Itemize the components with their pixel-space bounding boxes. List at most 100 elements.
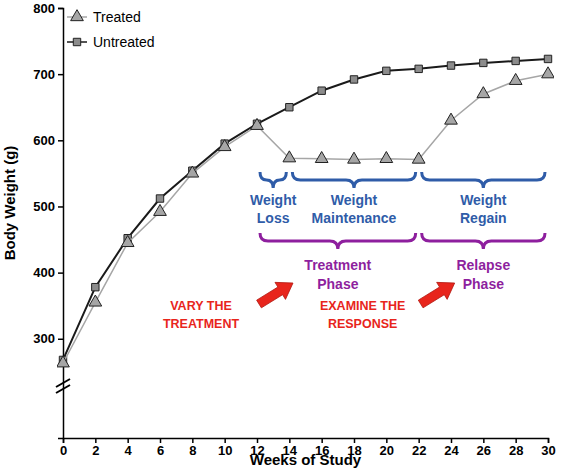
x-tick: 22 <box>412 438 426 458</box>
series-marker <box>218 140 231 151</box>
x-tick-label: 0 <box>60 443 67 458</box>
series-marker <box>286 104 293 111</box>
phase-label: Regain <box>460 210 507 226</box>
phase-group-label: Treatment <box>304 257 371 273</box>
callout-arrow <box>418 282 454 307</box>
series-line <box>63 59 548 360</box>
series-marker <box>380 151 393 162</box>
y-tick-mark <box>58 74 63 76</box>
x-tick-label: 28 <box>509 443 523 458</box>
x-tick: 24 <box>444 438 459 458</box>
x-tick: 28 <box>509 438 523 458</box>
phase-label: Loss <box>257 210 290 226</box>
series-marker <box>348 152 361 163</box>
phase-brace <box>292 172 415 188</box>
x-tick-label: 6 <box>157 443 164 458</box>
x-tick-label: 30 <box>541 443 555 458</box>
callout-label: EXAMINE THE <box>320 299 405 313</box>
legend-marker <box>73 38 80 45</box>
series-marker <box>154 204 167 215</box>
x-tick-label: 22 <box>412 443 426 458</box>
phase-label: Weight <box>460 192 507 208</box>
plot-area <box>57 55 554 367</box>
series-marker <box>383 67 390 74</box>
callout-arrow <box>257 282 293 307</box>
phase-label: Weight <box>250 192 297 208</box>
chart: 0246810121416182022242628303004005006007… <box>0 0 561 468</box>
series-marker <box>447 62 454 69</box>
series-marker <box>92 283 99 290</box>
series-marker <box>283 151 296 162</box>
callout-label: VARY THE <box>170 299 232 313</box>
series-marker <box>121 236 134 247</box>
y-axis-line <box>58 9 64 439</box>
x-axis-title: Weeks of Study <box>250 451 362 468</box>
series-marker <box>544 55 551 62</box>
y-tick: 600 <box>33 133 63 148</box>
y-tick-label: 400 <box>33 265 55 280</box>
y-tick: 800 <box>33 1 63 16</box>
series-marker <box>156 195 163 202</box>
series-marker <box>57 356 69 367</box>
series-marker <box>542 67 554 78</box>
x-tick: 8 <box>189 438 196 458</box>
series-marker <box>350 76 357 83</box>
phase-brace <box>260 172 286 188</box>
y-tick: 700 <box>33 67 63 82</box>
series-line <box>63 74 548 363</box>
phase-label: Maintenance <box>312 210 397 226</box>
y-tick-mark <box>58 339 63 341</box>
x-tick-label: 20 <box>380 443 394 458</box>
y-axis: 300 400 500 600 700 800 <box>33 1 63 439</box>
legend-label: Treated <box>93 9 141 25</box>
series-marker <box>412 152 425 163</box>
callout-label: RESPONSE <box>328 317 397 331</box>
x-tick-label: 10 <box>218 443 232 458</box>
y-tick: 300 <box>33 331 63 346</box>
y-tick-mark <box>58 140 63 142</box>
phase-group-brace <box>260 233 416 249</box>
phase-label: Weight <box>331 192 378 208</box>
legend-label: Untreated <box>93 34 154 50</box>
series-marker <box>509 73 522 84</box>
series-marker <box>251 118 264 129</box>
x-tick-label: 2 <box>92 443 99 458</box>
x-tick-label: 24 <box>444 443 459 458</box>
series-marker <box>89 295 102 306</box>
phase-group-label: Phase <box>463 276 504 292</box>
legend-marker <box>71 10 84 21</box>
series-marker <box>477 87 490 98</box>
series-marker <box>445 113 458 124</box>
y-tick-label: 700 <box>33 67 55 82</box>
phase-group-brace <box>422 233 545 249</box>
x-tick-label: 4 <box>125 443 133 458</box>
phase-group-label: Phase <box>317 276 358 292</box>
series-marker <box>512 57 519 64</box>
x-tick: 10 <box>218 438 232 458</box>
series-marker <box>315 151 328 162</box>
callout-label: TREATMENT <box>163 317 240 331</box>
series-marker <box>415 65 422 72</box>
x-tick: 2 <box>92 438 99 458</box>
phase-brace <box>422 172 545 188</box>
y-tick-mark <box>58 206 63 208</box>
y-tick: 400 <box>33 265 63 280</box>
x-tick: 20 <box>380 438 394 458</box>
y-tick-label: 500 <box>33 199 55 214</box>
x-tick: 26 <box>477 438 491 458</box>
y-tick-mark <box>58 8 63 10</box>
legend: Treated Untreated <box>67 9 154 50</box>
x-tick: 6 <box>157 438 164 458</box>
annotations: Weight Loss Weight Maintenance Weight Regain T… <box>163 172 545 331</box>
x-tick: 4 <box>125 438 133 458</box>
y-tick-label: 600 <box>33 133 55 148</box>
phase-group-label: Relapse <box>456 257 510 273</box>
series-marker <box>186 166 199 177</box>
y-tick-label: 800 <box>33 1 55 16</box>
x-tick-label: 26 <box>477 443 491 458</box>
x-tick-label: 8 <box>189 443 196 458</box>
y-axis-title: Body Weight (g) <box>1 146 18 261</box>
series-marker <box>318 87 325 94</box>
y-tick-mark <box>58 272 63 274</box>
y-tick-label: 300 <box>33 331 55 346</box>
